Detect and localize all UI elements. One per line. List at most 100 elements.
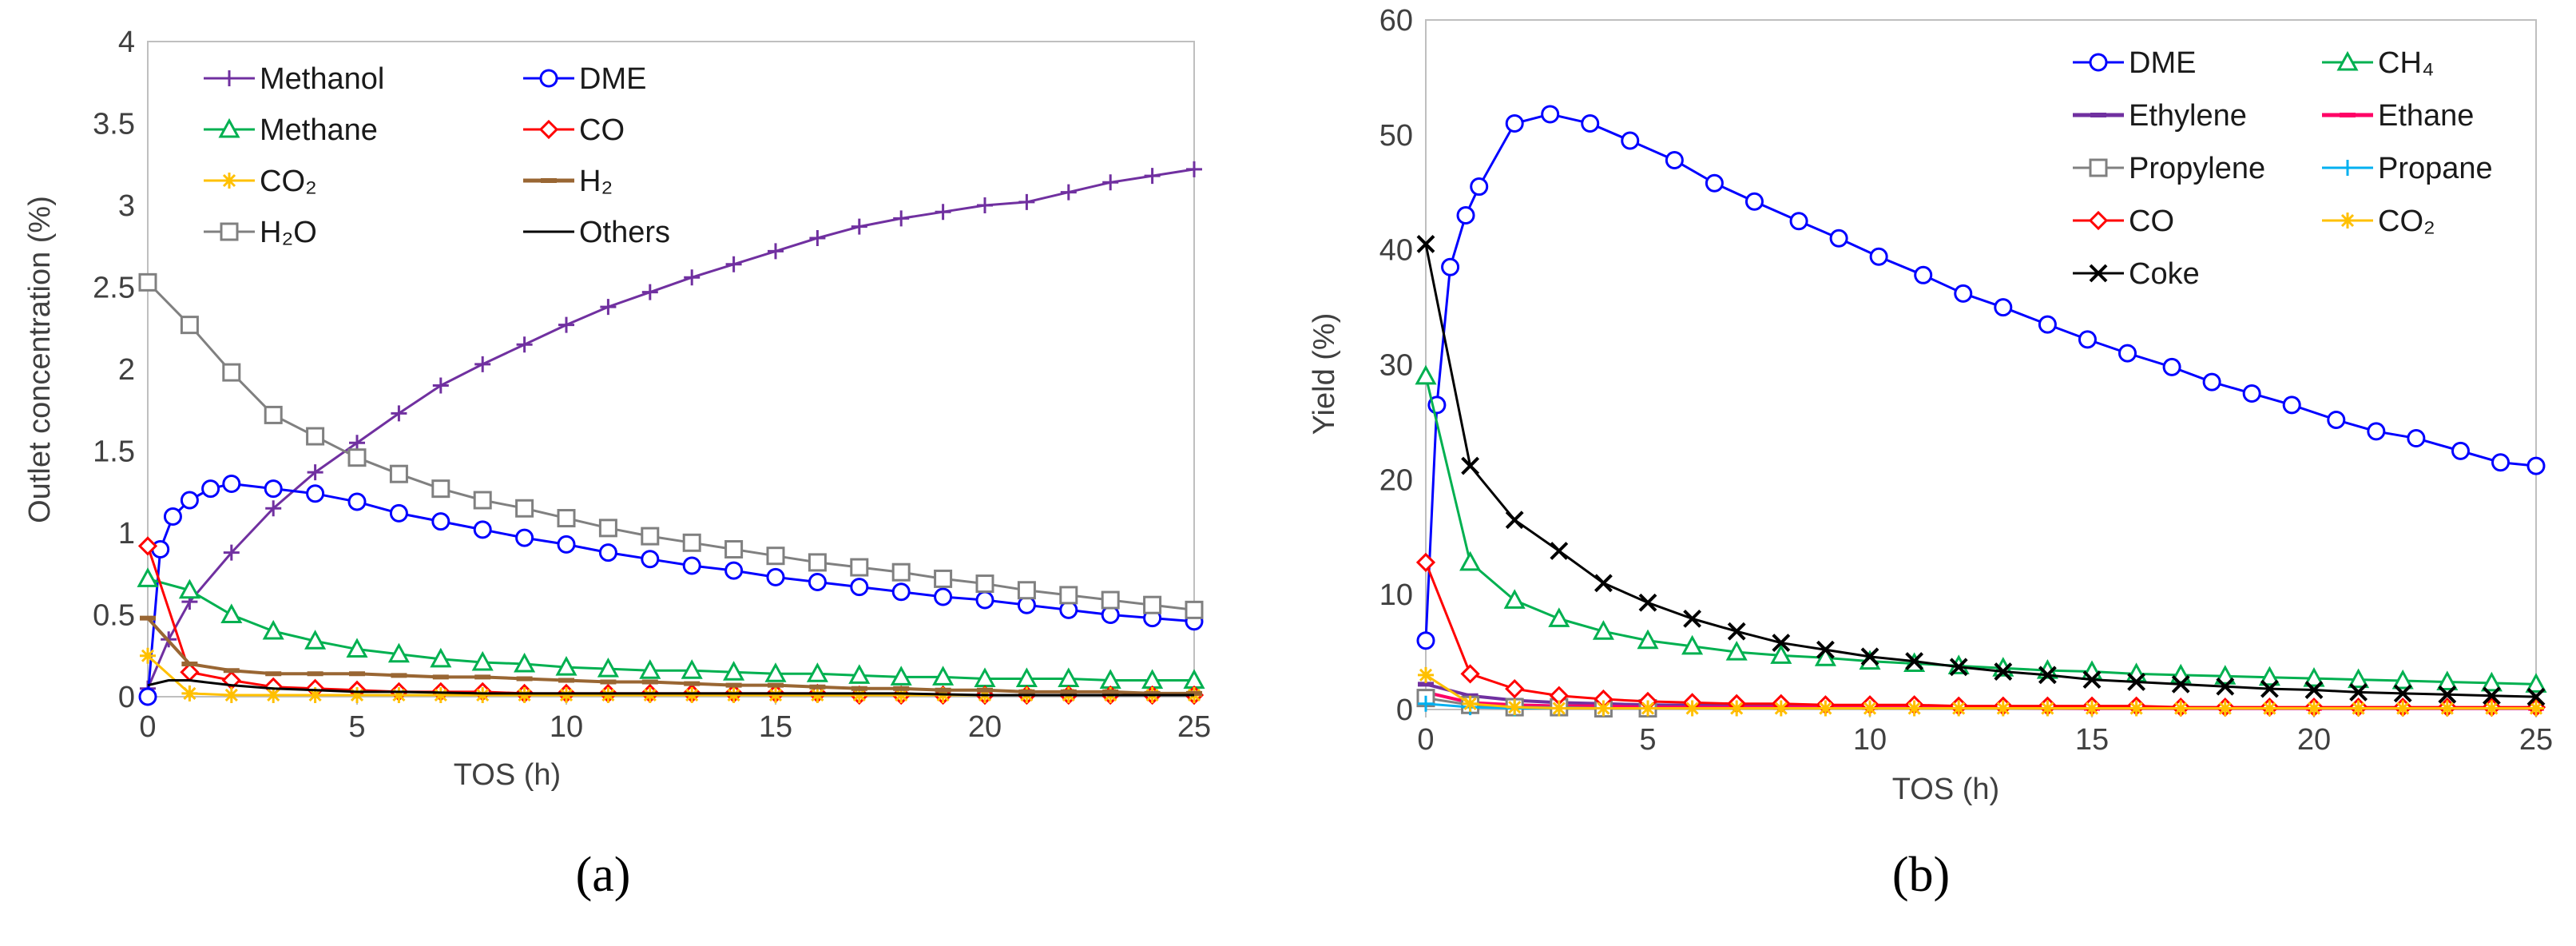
chart-a-y-tick-label: 0 [118, 681, 135, 714]
chart-b-data-point [1789, 212, 1808, 231]
chart-b-legend-label: Propylene [2129, 152, 2265, 185]
chart-b-legend-item: CH₄ [2322, 46, 2434, 80]
chart-b-data-point [1415, 552, 1436, 573]
chart-b-data-point [1744, 192, 1764, 211]
chart-a-x-tick-label: 25 [1177, 710, 1211, 744]
chart-b-data-point [2202, 372, 2221, 392]
chart-b-legend-marker [2336, 50, 2359, 71]
chart-a-legend-label: CO₂ [260, 165, 317, 198]
chart-a-data-point [850, 578, 869, 597]
chart-a-data-point [890, 666, 912, 686]
chart-a-data-point [558, 316, 574, 333]
chart-a-data-point [430, 647, 452, 668]
chart-b-data-point [1621, 131, 1640, 150]
chart-a-data-point [1101, 590, 1120, 610]
chart-b-y-tick-label: 10 [1379, 578, 1413, 612]
chart-b-legend-item: DME [2073, 46, 2196, 80]
chart-a-y-tick-label: 2 [118, 353, 135, 387]
chart-b-legend-label: CO [2129, 205, 2174, 238]
chart-a-data-point [180, 662, 200, 682]
chart-b-x-tick-label: 25 [2519, 723, 2553, 757]
chart-a-plot-area [147, 41, 1195, 698]
chart-b-series-line [1424, 376, 2537, 686]
chart-a-data-point [432, 377, 449, 394]
chart-b-data-point [2082, 670, 2102, 690]
chart-b-data-point [1461, 456, 1480, 475]
chart-b-data-point [1860, 647, 1879, 666]
chart-b-series-line [1424, 113, 2537, 641]
chart-a-legend-marker [221, 173, 237, 189]
chart-a-legend-marker [218, 117, 240, 138]
chart-b-data-point [1954, 284, 1973, 303]
chart-a-data-point [764, 662, 787, 682]
chart-a-legend-label: Methanol [260, 62, 384, 96]
chart-a-data-point [848, 664, 871, 684]
chart-b-data-point [1681, 634, 1704, 655]
chart-b-legend-item: CO₂ [2322, 205, 2435, 238]
chart-b-y-tick-label: 50 [1379, 119, 1413, 153]
chart-a-data-point [262, 619, 284, 640]
chart-b-data-point [2348, 668, 2370, 689]
chart-a-data-point [724, 540, 744, 558]
chart-a-data-point [1185, 600, 1204, 619]
chart-b-data-point [1550, 542, 1569, 560]
chart-b-series-ch [1415, 364, 2547, 693]
chart-a-data-point [684, 269, 701, 286]
chart-a-y-tick-label: 3 [118, 189, 135, 223]
chart-a-data-point [387, 642, 410, 663]
chart-b-data-point [1503, 589, 1526, 609]
chart-b-x-tick-label: 5 [1639, 723, 1656, 757]
chart-a-data-point [893, 210, 910, 227]
chart-b-data-point [1506, 699, 1523, 716]
chart-a-x-tick-label: 5 [348, 710, 365, 744]
chart-a-data-point [389, 503, 408, 523]
chart-b-data-point [1862, 700, 1878, 717]
chart-a-series-line [146, 617, 1194, 695]
chart-b-data-point [2391, 669, 2414, 690]
chart-a-data-point [808, 573, 827, 591]
chart-b-series-co [1415, 552, 2546, 717]
chart-b-y-tick-label: 0 [1396, 694, 1413, 727]
chart-b-data-point [1459, 551, 1482, 571]
chart-a-data-point [768, 243, 784, 260]
chart-a-data-point [891, 562, 911, 582]
chart-b-data-point [2303, 667, 2325, 687]
chart-a-y-tick-label: 0.5 [93, 599, 135, 633]
chart-b-data-point [1470, 177, 1489, 197]
chart-b-legend-marker [2088, 210, 2109, 231]
chart-b-data-point [1705, 173, 1724, 193]
chart-b-data-point [2483, 700, 2500, 717]
chart-a-data-point [391, 405, 407, 422]
chart-a-data-point [555, 655, 578, 676]
chart-a-data-point [935, 204, 951, 221]
chart-b-data-point [2282, 395, 2301, 415]
chart-a-y-tick-label: 1 [118, 517, 135, 551]
chart-a-data-point [557, 509, 576, 528]
chart-b-data-point [1637, 629, 1659, 650]
chart-a-data-point [265, 686, 282, 703]
chart-b-data-point [2261, 700, 2278, 717]
chart-a-legend-marker [539, 69, 558, 88]
chart-b-data-point [1550, 700, 1567, 717]
chart-a-data-point [850, 558, 869, 577]
chart-b-data-point [2038, 666, 2057, 685]
chart-a-x-tick-label: 15 [759, 710, 792, 744]
chart-b-data-point [1416, 235, 1435, 253]
chart-b-data-point [2528, 700, 2544, 717]
chart-b-series-dme [1416, 105, 2546, 650]
chart-b-legend-marker [2340, 160, 2356, 176]
chart-a-data-point [600, 686, 617, 703]
chart-b-data-point [2304, 681, 2324, 699]
chart-b-legend-item: Coke [2073, 257, 2200, 291]
chart-a-legend-label: CO [579, 113, 625, 147]
chart-a-data-point [1144, 168, 1161, 185]
chart-a-series-line [147, 679, 1194, 697]
chart-a-series-methane [137, 567, 1205, 689]
chart-a-data-point [306, 484, 325, 503]
chart-b-data-point [1456, 206, 1475, 225]
chart-b-legend-item: Propane [2322, 152, 2493, 185]
chart-a-data-point [766, 547, 785, 566]
chart-b-data-point [1816, 640, 1835, 659]
chart-a-data-point [349, 686, 365, 703]
